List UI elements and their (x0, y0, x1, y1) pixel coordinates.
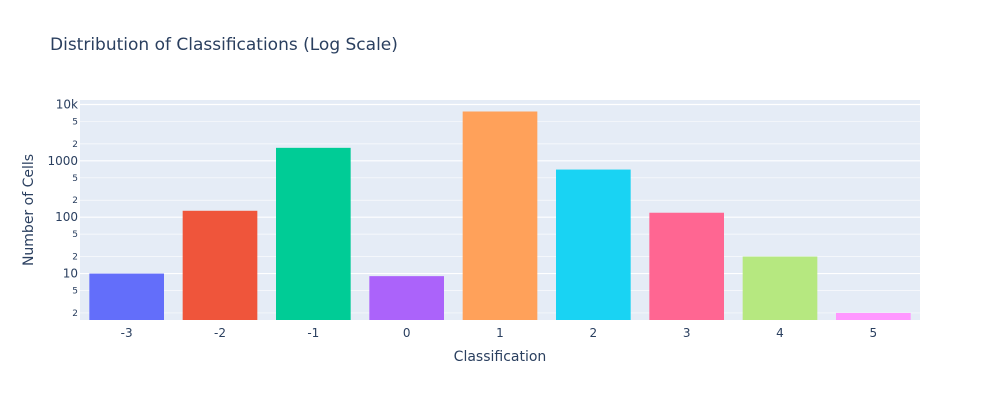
chart-title: Distribution of Classifications (Log Sca… (50, 35, 398, 55)
x-tick-label: -2 (214, 326, 226, 340)
y-minor-tick-label: 5 (72, 174, 78, 184)
y-minor-tick-label: 2 (72, 253, 78, 263)
bars (89, 111, 911, 321)
bar-5[interactable] (836, 312, 911, 320)
bar-2[interactable] (556, 169, 631, 320)
x-tick-label: 3 (683, 326, 691, 340)
y-tick-label: 10k (56, 97, 78, 111)
y-minor-tick-label: 5 (72, 230, 78, 240)
y-tick-label: 1000 (47, 154, 78, 168)
bar--2[interactable] (182, 210, 258, 320)
bar-3[interactable] (649, 212, 724, 320)
bar--1[interactable] (276, 147, 351, 320)
y-minor-tick-label: 2 (72, 309, 78, 319)
y-minor-tick-label: 5 (72, 287, 78, 297)
x-tick-label: 0 (403, 326, 411, 340)
bar-0[interactable] (369, 276, 444, 320)
bar--3[interactable] (89, 273, 164, 320)
y-axis-ticks: 10 100 1000 10k 2 5 2 5 2 5 2 5 (47, 97, 78, 318)
x-tick-label: -3 (121, 326, 133, 340)
y-minor-tick-label: 5 (72, 117, 78, 127)
y-axis-title: Number of Cells (21, 154, 37, 266)
bar-4[interactable] (742, 256, 818, 320)
y-tick-label: 100 (55, 210, 78, 224)
y-tick-label: 10 (63, 267, 78, 281)
x-tick-label: 4 (776, 326, 784, 340)
x-tick-label: 2 (590, 326, 598, 340)
x-tick-label: -1 (307, 326, 319, 340)
x-axis-ticks: -3 -2 -1 0 1 2 3 4 5 (121, 326, 877, 340)
x-tick-label: 5 (870, 326, 878, 340)
x-tick-label: 1 (496, 326, 504, 340)
y-minor-tick-label: 2 (72, 140, 78, 150)
bar-1[interactable] (462, 111, 538, 321)
y-minor-tick-label: 2 (72, 196, 78, 206)
x-axis-title: Classification (454, 349, 547, 365)
